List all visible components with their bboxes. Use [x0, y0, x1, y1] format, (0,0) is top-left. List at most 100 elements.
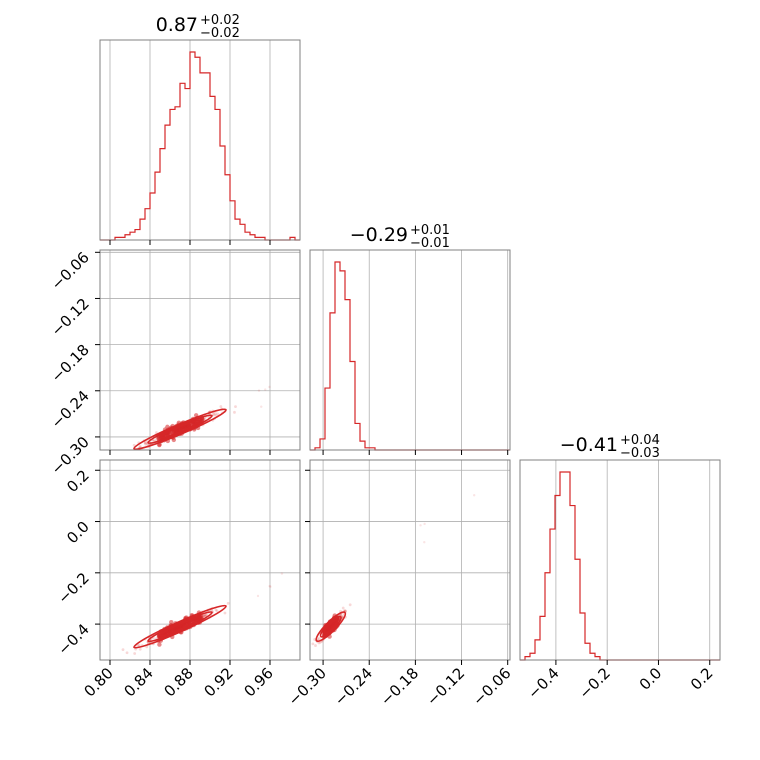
panel-frame — [99, 459, 301, 661]
x-tick-label-p2: −0.2 — [576, 664, 614, 702]
contour-level — [319, 615, 342, 638]
sample-point — [216, 412, 220, 416]
contour-level — [159, 419, 201, 439]
hist1d-title-plus-p1: +0.01 — [410, 223, 450, 238]
hist1d-step-p0 — [100, 51, 300, 241]
hist2d-panel-0-2: 0.80 0.84 0.88 0.92 0.96−0.4−0.20.00.2 — [54, 459, 301, 700]
sample-point — [234, 405, 237, 409]
sample-point — [125, 651, 129, 655]
hist1d-title-minus-p0: −0.02 — [200, 26, 240, 41]
contour-level — [133, 604, 227, 649]
sample-point — [214, 413, 218, 417]
x-tick-label-p1: −0.24 — [331, 664, 376, 709]
sample-point — [214, 608, 218, 612]
contour-level — [159, 616, 201, 637]
contour-level — [315, 611, 347, 643]
x-tick-label-p1: −0.12 — [423, 664, 468, 709]
sample-point — [317, 641, 321, 645]
y-tick-label-p1: −0.06 — [48, 248, 93, 293]
sample-point — [132, 443, 136, 447]
sample-point — [317, 636, 321, 640]
hist2d-points-1-2 — [311, 494, 476, 647]
sample-point — [213, 411, 217, 415]
hist1d-panel-p2: −0.4 −0.2 0.0 0.2 −0.41 +0.04−0.03 — [519, 433, 721, 703]
sample-point — [121, 648, 125, 652]
hist2d-panel-1-2: −0.30 −0.24 −0.18 −0.12 −0.06 — [285, 459, 515, 709]
sample-point — [348, 603, 352, 607]
y-tick-label-p1: −0.30 — [48, 433, 93, 478]
sample-point — [155, 431, 158, 434]
sample-point — [202, 614, 205, 618]
sample-point — [143, 441, 147, 445]
sample-point-outlier — [256, 594, 260, 598]
sample-point-outlier — [268, 584, 271, 588]
sample-point — [144, 442, 148, 446]
sample-point-outlier — [257, 389, 261, 392]
contour-level — [133, 408, 227, 450]
x-tick-label-p2: 0.2 — [687, 664, 717, 694]
panel-frame — [309, 249, 511, 451]
sample-point — [226, 601, 230, 605]
y-tick-label-p1: −0.18 — [48, 341, 93, 386]
sample-point — [219, 405, 223, 408]
sample-point — [215, 609, 219, 613]
hist1d-step-p1 — [310, 261, 510, 451]
sample-point-outlier — [472, 494, 476, 497]
y-tick-label-p2: −0.2 — [54, 569, 92, 607]
sample-point-outlier — [260, 405, 263, 408]
x-tick-label-p2: −0.4 — [524, 664, 562, 702]
hist1d-title-value-p1: −0.29 — [350, 224, 408, 246]
x-tick-label-p2: 0.0 — [636, 664, 666, 694]
y-tick-label-p2: 0.0 — [63, 518, 93, 548]
hist2d-points-0-1 — [121, 385, 271, 455]
sample-point-outlier — [269, 585, 272, 588]
sample-point — [145, 645, 149, 649]
sample-point — [211, 412, 215, 416]
sample-point — [233, 410, 236, 414]
sample-point — [137, 643, 141, 647]
x-tick-label-p1: −0.18 — [377, 664, 422, 709]
sample-point — [136, 644, 140, 648]
sample-point — [223, 611, 227, 615]
sample-point — [138, 444, 142, 448]
sample-point-outlier — [423, 541, 426, 544]
sample-point — [121, 452, 124, 455]
x-tick-label-p0: 0.96 — [240, 664, 276, 700]
contour-level — [147, 414, 213, 444]
hist1d-title-value-p0: 0.87 — [156, 14, 198, 36]
sample-point-outlier — [268, 385, 271, 389]
hist1d-step-p2 — [520, 471, 720, 661]
hist1d-panel-p1: −0.29 +0.01−0.01 — [309, 223, 511, 455]
panel-frame — [99, 249, 301, 451]
x-tick-label-p1: −0.06 — [469, 664, 514, 709]
sample-point — [212, 413, 216, 417]
y-tick-label-p2: −0.4 — [54, 620, 92, 658]
sample-point — [143, 441, 147, 445]
sample-point — [201, 615, 205, 619]
sample-point-outlier — [419, 524, 422, 527]
sample-point — [316, 637, 320, 641]
hist2d-points-0-2 — [121, 572, 284, 655]
sample-point — [157, 442, 162, 448]
sample-point — [157, 642, 162, 647]
sample-point — [341, 606, 345, 610]
hist1d-title-value-p2: −0.41 — [560, 434, 618, 456]
hist1d-title-minus-p2: −0.03 — [620, 446, 660, 461]
hist1d-title-plus-p2: +0.04 — [620, 433, 660, 448]
sample-point — [311, 642, 315, 646]
contour-level — [323, 619, 338, 634]
hist1d-title-plus-p0: +0.02 — [200, 13, 240, 28]
contour-level — [147, 611, 213, 643]
y-tick-label-p1: −0.24 — [48, 387, 93, 432]
hist2d-panel-0-1: −0.30−0.24−0.18−0.12−0.06 — [48, 248, 301, 478]
sample-point — [203, 614, 206, 617]
sample-point — [138, 647, 142, 651]
hist1d-panel-p0: 0.87 +0.02−0.02 — [99, 13, 301, 245]
panel-frame — [99, 39, 301, 241]
sample-point — [314, 644, 317, 647]
sample-point — [202, 614, 206, 618]
sample-point-outlier — [264, 388, 267, 391]
hist1d-title-minus-p1: −0.01 — [410, 236, 450, 251]
x-tick-label-p0: 0.80 — [80, 664, 116, 700]
